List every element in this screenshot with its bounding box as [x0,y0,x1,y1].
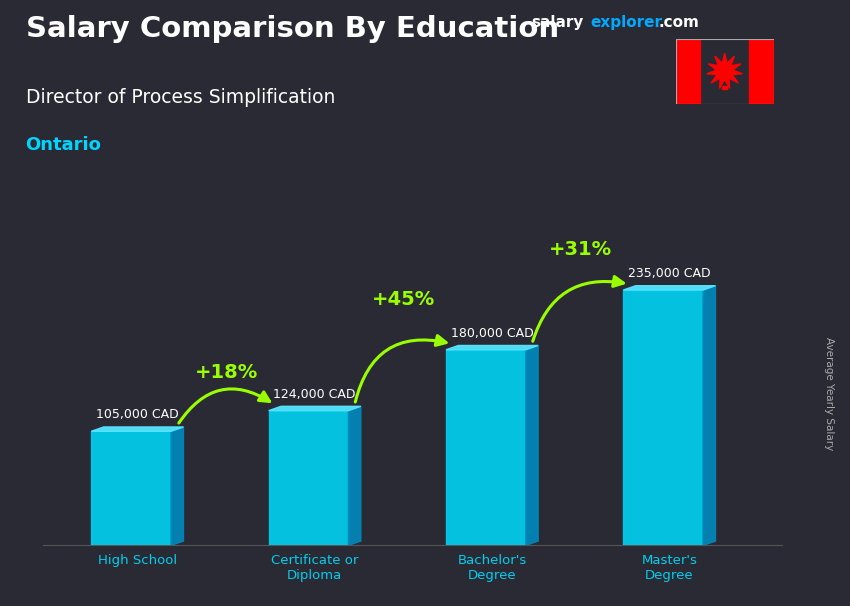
Polygon shape [269,406,360,411]
Text: Ontario: Ontario [26,136,101,155]
Polygon shape [722,86,727,89]
Text: .com: .com [659,15,700,30]
Text: +18%: +18% [195,364,258,382]
Text: 105,000 CAD: 105,000 CAD [96,408,178,421]
Polygon shape [269,411,348,545]
Text: 180,000 CAD: 180,000 CAD [450,327,534,340]
Polygon shape [707,53,742,88]
Text: explorer: explorer [591,15,663,30]
Polygon shape [446,350,526,545]
Bar [749,39,774,104]
Text: Salary Comparison By Education: Salary Comparison By Education [26,15,558,43]
Polygon shape [171,427,184,545]
Polygon shape [623,285,716,290]
Text: Director of Process Simplification: Director of Process Simplification [26,88,335,107]
Polygon shape [446,345,538,350]
Polygon shape [703,285,716,545]
Polygon shape [91,427,184,431]
Text: 124,000 CAD: 124,000 CAD [274,388,356,401]
Text: 235,000 CAD: 235,000 CAD [628,267,711,280]
Polygon shape [348,406,360,545]
Polygon shape [526,345,538,545]
Text: +45%: +45% [371,290,435,309]
Polygon shape [91,431,171,545]
Bar [676,39,700,104]
Text: +31%: +31% [549,239,612,259]
Text: Average Yearly Salary: Average Yearly Salary [824,338,834,450]
Text: salary: salary [531,15,584,30]
Polygon shape [623,290,703,545]
